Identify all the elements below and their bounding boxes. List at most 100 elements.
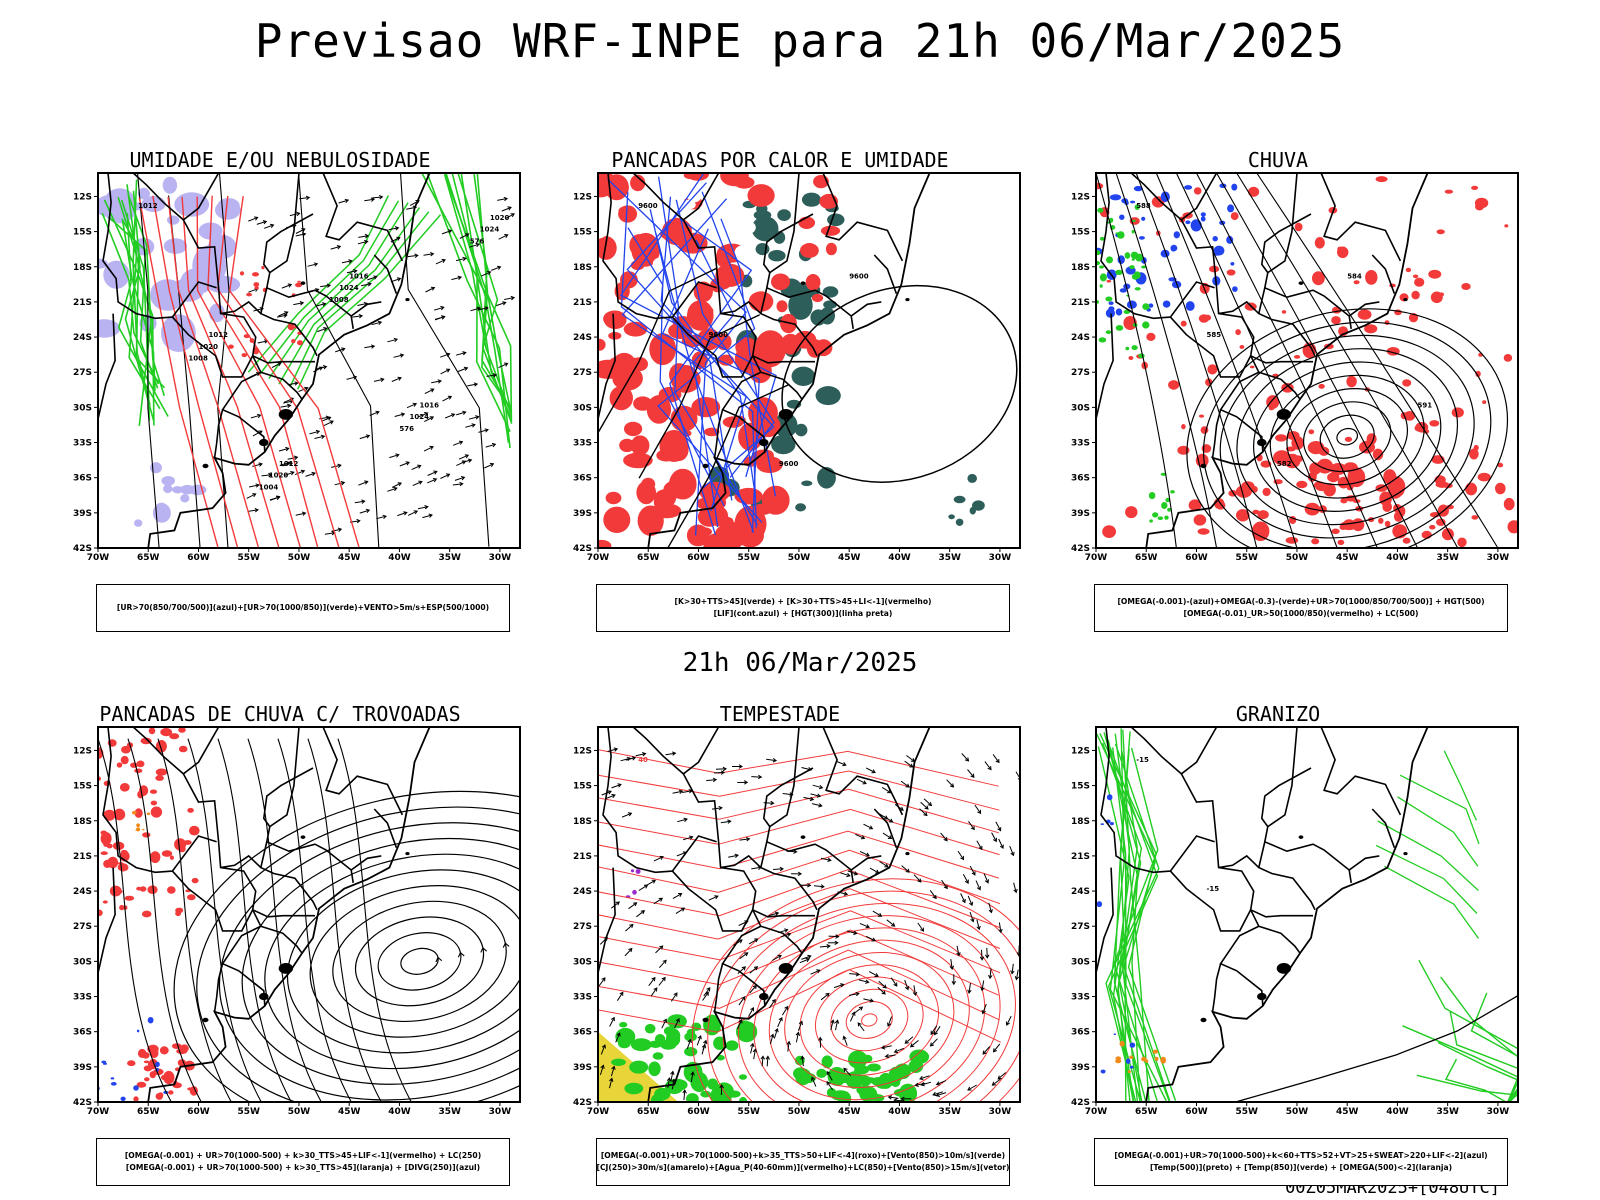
wind-vector-head <box>459 481 464 487</box>
wind-vector-shaft <box>981 980 985 991</box>
lake-blob <box>1276 963 1292 974</box>
wind-vector-shaft <box>677 818 688 823</box>
wind-vector-shaft <box>768 912 779 917</box>
wind-vector-shaft <box>885 1054 896 1057</box>
wind-vector-shaft <box>761 1056 764 1067</box>
wind-vector <box>295 511 307 516</box>
wind-vector-shaft <box>646 879 656 886</box>
streamline <box>247 738 323 1102</box>
wind-vector-shaft <box>913 874 922 883</box>
wind-vector <box>331 527 343 532</box>
wind-vector <box>706 777 718 783</box>
thunderstorm-red-area <box>103 842 110 847</box>
wind-vector-shaft <box>835 1020 839 1031</box>
wind-vector-shaft <box>334 482 345 486</box>
rain-blue-area <box>1119 288 1127 293</box>
wind-vector-head <box>313 262 319 267</box>
wind-vector-shaft <box>271 362 282 369</box>
wind-vector <box>459 233 470 239</box>
lc850-red-contour <box>722 902 1016 1102</box>
wind-vector-shaft <box>397 511 407 517</box>
humidity-green-contour <box>297 214 442 390</box>
contour-label: -15 <box>1207 885 1220 893</box>
hgt500-contour <box>1186 308 1509 548</box>
isobar-line <box>298 173 380 548</box>
wind-vector <box>998 838 1004 850</box>
instability-red-area <box>669 468 697 500</box>
wind-vector <box>711 805 723 811</box>
rain-red-area <box>1266 395 1280 410</box>
plot-frame <box>97 172 521 549</box>
lon-tick-label: 65W <box>1135 1107 1158 1117</box>
wind-vector-head <box>640 910 646 915</box>
wind-vector-shaft <box>930 1025 938 1035</box>
lake-blob <box>702 463 709 469</box>
rain-blue-area <box>1185 220 1191 225</box>
wind-vector-shaft <box>881 786 891 794</box>
wind-vector-shaft <box>766 1056 769 1067</box>
lon-tick-label: 70W <box>87 553 110 563</box>
wind-vector-head <box>447 229 453 234</box>
wind-vector <box>795 1031 801 1043</box>
wind-vector <box>976 919 981 931</box>
instability-red-area <box>623 321 648 337</box>
hail-blue-area <box>1129 1065 1134 1069</box>
wind-vector-shaft <box>418 412 428 418</box>
wind-vector-head <box>601 1044 606 1049</box>
wind-vector-head <box>607 790 612 795</box>
rain-green-area <box>1115 269 1123 275</box>
lake-blob <box>1403 297 1408 302</box>
wind-vector <box>607 747 619 752</box>
instability-green-area <box>771 434 796 455</box>
wind-vector-shaft <box>498 234 508 240</box>
wind-vector-head <box>682 1089 687 1094</box>
wind-vector-shaft <box>940 832 948 842</box>
wind-vector-shaft <box>900 780 910 788</box>
wind-vector-head <box>1013 888 1018 894</box>
lon-tick-label: 55W <box>1235 1107 1258 1117</box>
wind-vector-shaft <box>248 484 260 488</box>
wind-vector-head <box>268 472 273 478</box>
wind-vector <box>791 871 803 877</box>
rain-blue-area <box>1230 262 1235 266</box>
wind-vector <box>650 987 658 997</box>
rain-red-area <box>1294 355 1301 359</box>
rain-red-area <box>1469 448 1479 460</box>
rain-red-area <box>1344 436 1353 442</box>
panel-title: PANCADAS DE CHUVA C/ TROVOADAS <box>99 702 461 726</box>
wind-vector-head <box>300 469 306 474</box>
wind-vector-shaft <box>936 1080 947 1085</box>
instability-red-area <box>767 344 781 354</box>
wind-vector-shaft <box>250 414 261 419</box>
humidity-blue-area <box>180 484 195 495</box>
wind-vector-head <box>865 979 870 984</box>
border-line <box>1169 870 1252 932</box>
wind-vector-shaft <box>389 454 399 459</box>
lc500-line <box>1216 173 1419 548</box>
wind-vector <box>371 320 383 326</box>
wind-vector-shaft <box>748 938 758 945</box>
legend-line: [LIF](cont.azul) + [HGT(300)](linha pret… <box>713 609 893 618</box>
rain-red-area <box>1446 504 1454 510</box>
wind-vector-head <box>720 770 726 775</box>
rain-red-area <box>1357 309 1372 320</box>
wind-vector-shaft <box>799 958 810 964</box>
wind-vector-shaft <box>484 463 494 469</box>
wind-vector-shaft <box>424 388 434 395</box>
wind-vector-shaft <box>653 897 663 905</box>
lake-blob <box>258 992 269 1001</box>
thunderstorm-red-area <box>149 789 158 794</box>
lif-blue-contour <box>720 218 777 497</box>
wind-vector <box>813 884 825 889</box>
wind-vector-head <box>865 924 871 929</box>
wind-vector-shaft <box>847 870 858 875</box>
wind-vector <box>957 850 965 861</box>
rain-red-area <box>1257 510 1269 520</box>
thunderstorm-red-area <box>144 1077 150 1082</box>
temp500-contour <box>1235 994 1518 1102</box>
rain-red-area <box>1197 528 1210 535</box>
lat-tick-label: 36S <box>573 474 592 484</box>
thunderstorm-red-area <box>187 807 194 813</box>
lake-blob <box>278 963 294 974</box>
wind-vector-head <box>744 952 749 957</box>
